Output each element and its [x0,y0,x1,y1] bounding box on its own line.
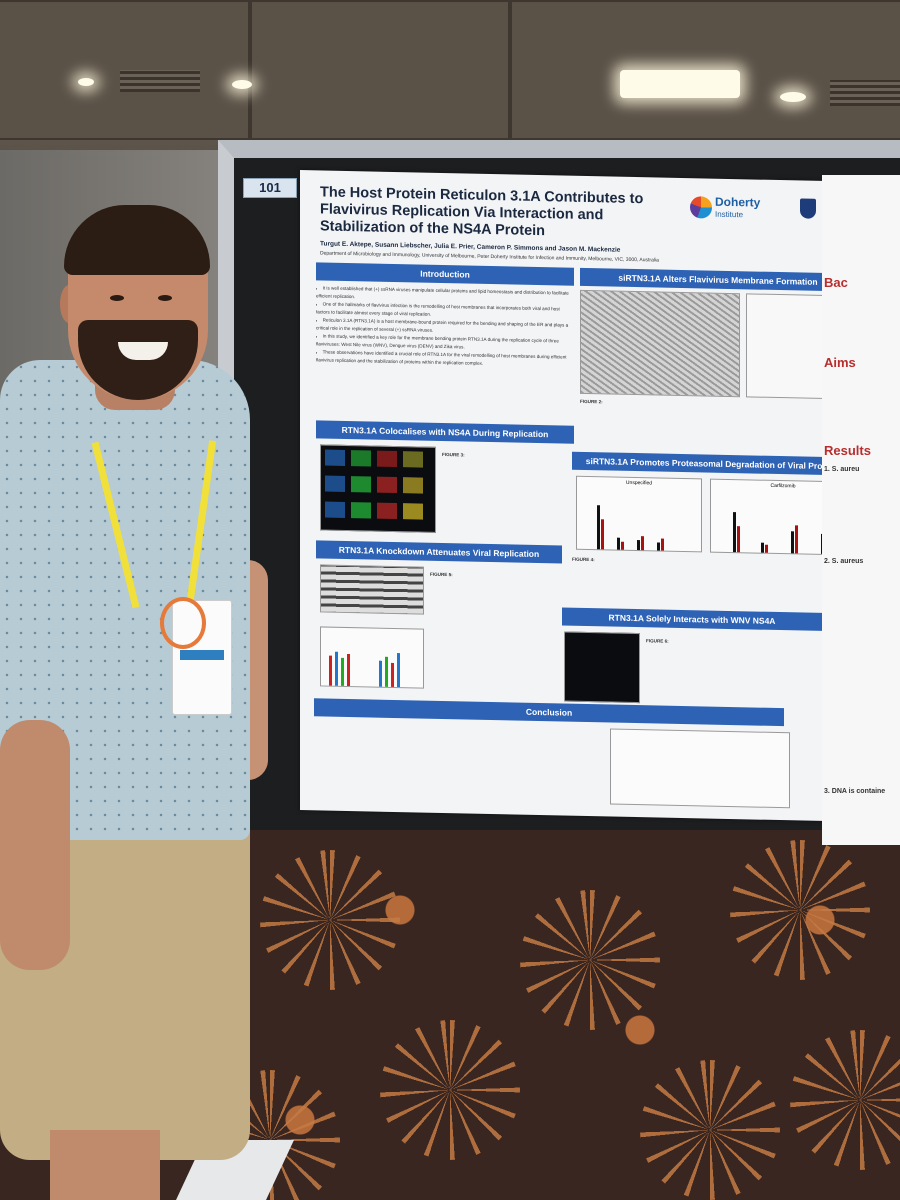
chart-bar [379,660,382,687]
chart-bar [617,537,620,550]
chart-bar [733,512,736,553]
figure5-caption: FIGURE 5: [430,571,453,578]
adjacent-poster: Bac Aims Results 1. S. aureu 2. S. aureu… [822,175,900,845]
chart-bar [391,662,394,687]
section-heading-proteasomal-degradation: siRTN3.1A Promotes Proteasomal Degradati… [572,451,856,476]
figure4-caption: FIGURE 4: [572,556,595,563]
carpet-motif [260,850,400,990]
confocal-microscopy-grid [320,444,436,533]
introduction-text: It is well established that (+) ssRNA vi… [316,284,574,419]
section-heading-colocalisation: RTN3.1A Colocalises with NS4A During Rep… [316,420,574,444]
university-crest-icon [800,198,816,219]
chart-bar [601,519,604,550]
microscopy-tile [325,449,345,466]
fluorescence-images [564,631,640,704]
section-heading-knockdown: RTN3.1A Knockdown Attenuates Viral Repli… [316,540,562,564]
chart-bar [641,536,644,551]
figure2-caption: FIGURE 2: [580,398,603,405]
chart-bar [335,651,338,686]
chart-bar [661,538,664,551]
chart-bar [737,526,740,553]
poster-title: The Host Protein Reticulon 3.1A Contribu… [320,184,644,240]
chart-title: Unspecified [625,479,653,487]
chart-bar [761,542,764,553]
microscopy-tile [351,450,371,467]
ceiling-panel [250,0,510,140]
board-number-tag: 101 [243,178,297,198]
adjacent-heading: Bac [824,275,848,290]
electron-micrograph-figure [580,289,740,398]
doherty-logo-icon [690,196,712,219]
research-poster: The Host Protein Reticulon 3.1A Contribu… [300,170,880,823]
carpet-motif [640,1060,780,1200]
adjacent-result-item: 2. S. aureus [824,558,864,565]
microscopy-tile [325,501,345,518]
chart-bar [347,653,350,687]
western-blot-figure [320,564,424,615]
doherty-logo-text: Doherty Institute [715,194,761,220]
microscopy-tile [377,450,397,468]
person-hand [0,720,70,970]
ceiling-light [232,80,252,89]
ceiling-light [620,70,740,98]
chart-bar [397,653,400,688]
chart-bar [765,544,768,553]
adjacent-result-item: 3. DNA is containe [824,788,886,795]
name-badge-strip [180,650,224,660]
person-leg [50,1130,160,1200]
microscopy-tile [403,503,423,520]
conclusion-text [316,720,606,802]
microscopy-tile [403,477,423,494]
air-vent [830,80,900,106]
chart-bar [657,542,660,551]
adjacent-heading: Aims [824,355,856,370]
chart-bar [791,531,794,554]
microscopy-tile [351,502,371,519]
bar-chart-unspecified: Unspecified [576,475,702,553]
replication-bar-charts [320,626,424,689]
microscopy-tile [377,502,397,520]
model-diagram [610,728,790,809]
section-heading-ns4a-interaction: RTN3.1A Solely Interacts with WNV NS4A [562,607,822,631]
person-smile [118,342,168,360]
adjacent-result-item: 1. S. aureu [824,466,860,473]
person-eye [158,295,172,301]
microscopy-tile [351,476,371,493]
chart-bar [385,656,388,687]
ceiling-light [78,78,94,86]
chart-bar [621,541,624,550]
person-eye [110,295,124,301]
chart-bar [637,540,640,551]
carpet-motif [730,840,870,980]
air-vent [120,70,200,92]
microscopy-tile [403,451,423,468]
microscopy-tile [325,475,345,492]
chart-bar [795,525,798,554]
microscopy-tile [377,476,397,494]
section-heading-introduction: Introduction [316,262,574,286]
carpet-motif [380,1020,520,1160]
carpet-motif [790,1030,900,1170]
section-heading-membrane-formation: siRTN3.1A Alters Flavivirus Membrane For… [580,267,856,292]
chart-bar [597,505,600,550]
ceiling-light [780,92,806,102]
chart-bar [341,657,344,686]
carpet-motif [520,890,660,1030]
adjacent-heading: Results [824,443,871,458]
ceiling [0,0,900,150]
chart-bar [329,655,332,686]
person-hair [64,205,210,275]
figure6-caption: FIGURE 6: [646,638,669,644]
figure3-caption: FIGURE 3: [442,451,465,458]
badge-clip-ring [160,597,206,649]
